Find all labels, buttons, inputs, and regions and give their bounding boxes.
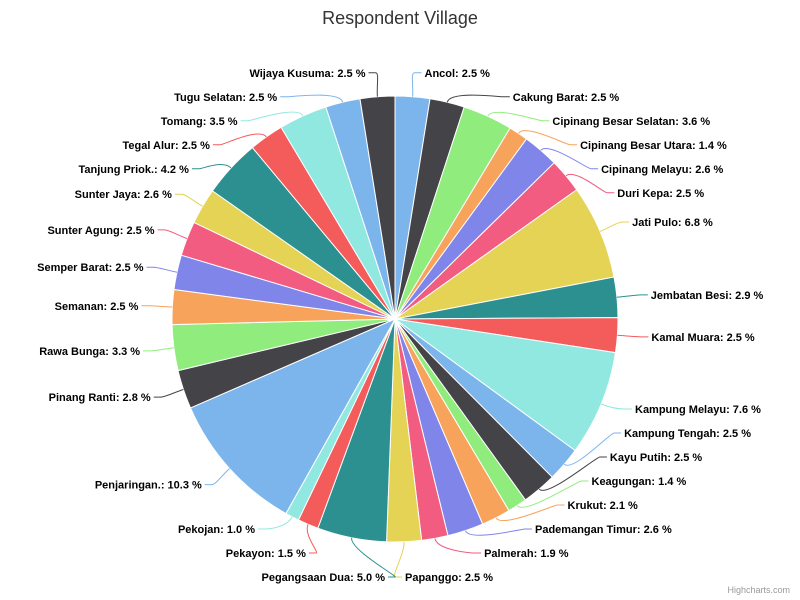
data-label-sunter-jaya: Sunter Jaya: 2.6 % xyxy=(75,189,172,201)
connector-jati-pulo xyxy=(599,221,630,232)
connector-duri-kepa xyxy=(565,173,615,194)
data-label-kayu-putih: Kayu Putih: 2.5 % xyxy=(610,452,703,464)
data-label-tugu-selatan: Tugu Selatan: 2.5 % xyxy=(174,92,277,104)
connector-pekayon xyxy=(306,524,318,554)
label-connectors xyxy=(141,72,649,578)
data-label-keagungan: Keagungan: 1.4 % xyxy=(592,476,687,488)
connector-pademangan-timur xyxy=(465,528,532,536)
connector-pekojan xyxy=(258,516,293,530)
data-label-tomang: Tomang: 3.5 % xyxy=(161,116,238,128)
data-label-tanjung-priok: Tanjung Priok.: 4.2 % xyxy=(78,164,189,176)
connector-kampung-tengah xyxy=(563,432,622,466)
connector-tegal-alur xyxy=(212,133,267,146)
data-label-krukut: Krukut: 2.1 % xyxy=(568,500,639,512)
connector-keagungan xyxy=(516,480,589,508)
data-label-pekayon: Pekayon: 1.5 % xyxy=(226,548,306,560)
data-label-papanggo: Papanggo: 2.5 % xyxy=(405,572,493,584)
data-label-pekojan: Pekojan: 1.0 % xyxy=(178,524,255,536)
data-label-penjaringan: Penjaringan.: 10.3 % xyxy=(95,480,202,492)
data-label-jati-pulo: Jati Pulo: 6.8 % xyxy=(632,217,713,229)
data-label-semanan: Semanan: 2.5 % xyxy=(55,301,139,313)
connector-cakung-barat xyxy=(446,94,510,103)
data-label-semper-barat: Semper Barat: 2.5 % xyxy=(37,262,144,274)
pie-slice-kampung-melayu[interactable] xyxy=(394,318,616,452)
connector-cipinang-besar-utara xyxy=(518,130,578,146)
chart-title: Respondent Village xyxy=(322,8,478,28)
data-label-ancol: Ancol: 2.5 % xyxy=(425,68,491,80)
pie-slices xyxy=(171,95,619,543)
data-label-pademangan-timur: Pademangan Timur: 2.6 % xyxy=(535,524,672,536)
connector-tomang xyxy=(240,111,304,122)
connector-penjaringan xyxy=(204,468,230,486)
data-labels: Ancol: 2.5 % Cakung Barat: 2.5 % Cipinang … xyxy=(37,68,763,584)
data-label-duri-kepa: Duri Kepa: 2.5 % xyxy=(617,188,704,200)
data-label-kamal-muara: Kamal Muara: 2.5 % xyxy=(651,332,755,344)
data-label-rawa-bunga: Rawa Bunga: 3.3 % xyxy=(39,346,140,358)
connector-krukut xyxy=(495,504,565,521)
connector-papanggo xyxy=(393,541,405,578)
connector-tanjung-priok xyxy=(191,164,232,170)
data-label-tegal-alur: Tegal Alur: 2.5 % xyxy=(122,140,210,152)
connector-jembatan-besi xyxy=(616,294,648,298)
connector-semper-barat xyxy=(146,266,178,273)
connector-sunter-agung xyxy=(157,229,188,240)
connector-tugu-selatan xyxy=(280,94,344,103)
data-label-jembatan-besi: Jembatan Besi: 2.9 % xyxy=(651,290,764,302)
data-label-kampung-tengah: Kampung Tengah: 2.5 % xyxy=(624,428,751,440)
connector-kampung-melayu xyxy=(601,403,632,410)
data-label-wijaya-kusuma: Wijaya Kusuma: 2.5 % xyxy=(249,68,365,80)
connector-cipinang-melayu xyxy=(540,147,599,170)
connector-kamal-muara xyxy=(617,334,649,338)
connector-pegangsaan-dua xyxy=(351,537,396,578)
connector-cipinang-besar-selatan xyxy=(487,111,550,122)
data-label-cipinang-besar-selatan: Cipinang Besar Selatan: 3.6 % xyxy=(552,116,710,128)
connector-pinang-ranti xyxy=(153,389,184,398)
data-label-cipinang-melayu: Cipinang Melayu: 2.6 % xyxy=(601,164,723,176)
data-label-kampung-melayu: Kampung Melayu: 7.6 % xyxy=(635,404,761,416)
data-label-pegangsaan-dua: Pegangsaan Dua: 5.0 % xyxy=(262,572,386,584)
connector-palmerah xyxy=(434,538,482,554)
connector-kayu-putih xyxy=(538,456,607,491)
data-label-cakung-barat: Cakung Barat: 2.5 % xyxy=(513,92,620,104)
data-label-pinang-ranti: Pinang Ranti: 2.8 % xyxy=(49,392,151,404)
credits-link[interactable]: Highcharts.com xyxy=(727,585,790,595)
connector-wijaya-kusuma xyxy=(368,72,379,97)
connector-semanan xyxy=(141,305,173,308)
data-label-palmerah: Palmerah: 1.9 % xyxy=(484,548,569,560)
data-label-sunter-agung: Sunter Agung: 2.5 % xyxy=(47,225,154,237)
connector-sunter-jaya xyxy=(174,193,203,207)
connector-rawa-bunga xyxy=(143,347,174,352)
connector-ancol xyxy=(411,72,422,97)
data-label-cipinang-besar-utara: Cipinang Besar Utara: 1.4 % xyxy=(580,140,727,152)
